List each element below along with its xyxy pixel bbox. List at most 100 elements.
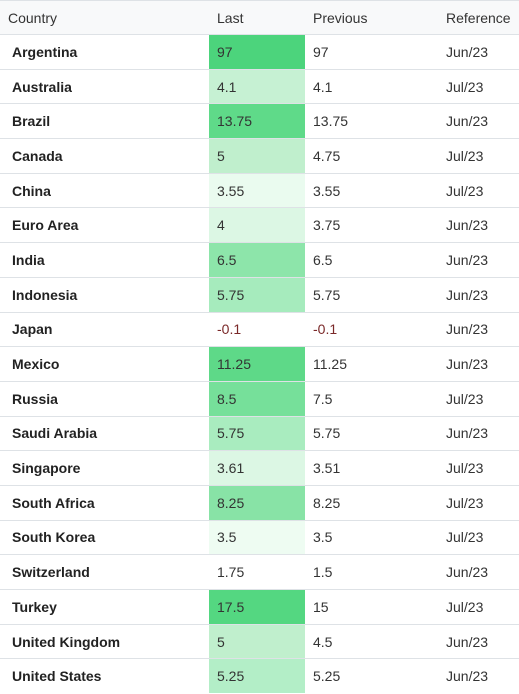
country-cell[interactable]: Canada (0, 138, 209, 174)
country-cell[interactable]: China (0, 172, 209, 208)
column-header-country[interactable]: Country (0, 0, 209, 35)
previous-value-cell: -0.1 (305, 311, 438, 347)
table-row[interactable]: Indonesia 5.75 5.75 Jun/23 (0, 276, 519, 312)
reference-cell: Jun/23 (438, 415, 519, 451)
country-cell[interactable]: United States (0, 658, 209, 694)
last-value-cell: 97 (209, 34, 305, 70)
previous-value-cell: 7.5 (305, 380, 438, 417)
reference-cell: Jun/23 (438, 311, 519, 347)
previous-value-cell: 4.1 (305, 68, 438, 104)
table-row[interactable]: India 6.5 6.5 Jun/23 (0, 242, 519, 278)
reference-cell: Jul/23 (438, 172, 519, 208)
last-value-cell: 13.75 (209, 103, 305, 139)
last-value-cell: 5.75 (209, 276, 305, 312)
last-value-cell: 5.75 (209, 415, 305, 451)
previous-value-cell: 3.51 (305, 450, 438, 486)
table-row[interactable]: China 3.55 3.55 Jul/23 (0, 172, 519, 208)
table-row[interactable]: Saudi Arabia 5.75 5.75 Jun/23 (0, 415, 519, 451)
reference-cell: Jun/23 (438, 623, 519, 659)
table-row[interactable]: Singapore 3.61 3.51 Jul/23 (0, 450, 519, 486)
previous-value-cell: 13.75 (305, 103, 438, 139)
country-cell[interactable]: Indonesia (0, 276, 209, 312)
country-cell[interactable]: Switzerland (0, 554, 209, 590)
last-value-cell: 3.55 (209, 172, 305, 208)
previous-value-cell: 8.25 (305, 484, 438, 521)
previous-value-cell: 1.5 (305, 554, 438, 590)
table-row[interactable]: Argentina 97 97 Jun/23 (0, 34, 519, 70)
reference-cell: Jul/23 (438, 380, 519, 417)
table-row[interactable]: South Korea 3.5 3.5 Jul/23 (0, 519, 519, 555)
table-body: Argentina 97 97 Jun/23 Australia 4.1 4.1 Jul/23… (0, 34, 519, 694)
column-header-last[interactable]: Last (209, 0, 305, 35)
column-header-reference[interactable]: Reference (438, 0, 519, 35)
reference-cell: Jun/23 (438, 658, 519, 694)
reference-cell: Jun/23 (438, 103, 519, 139)
last-value-cell: -0.1 (209, 311, 305, 347)
last-value-cell: 5 (209, 623, 305, 659)
previous-value-cell: 11.25 (305, 346, 438, 382)
table-header: Country Last Previous Reference (0, 0, 519, 35)
country-cell[interactable]: Turkey (0, 589, 209, 625)
table-row[interactable]: Russia 8.5 7.5 Jul/23 (0, 380, 519, 417)
reference-cell: Jul/23 (438, 484, 519, 521)
country-cell[interactable]: Australia (0, 68, 209, 104)
previous-value-cell: 15 (305, 589, 438, 625)
reference-cell: Jul/23 (438, 450, 519, 486)
last-value-cell: 4.1 (209, 68, 305, 104)
table-row[interactable]: Turkey 17.5 15 Jul/23 (0, 589, 519, 625)
last-value-cell: 5 (209, 138, 305, 174)
last-value-cell: 8.5 (209, 380, 305, 417)
country-cell[interactable]: South Korea (0, 519, 209, 555)
header-row: Country Last Previous Reference (0, 0, 519, 35)
country-cell[interactable]: Euro Area (0, 207, 209, 243)
last-value-cell: 1.75 (209, 554, 305, 590)
table-row[interactable]: Switzerland 1.75 1.5 Jun/23 (0, 554, 519, 590)
country-cell[interactable]: Brazil (0, 103, 209, 139)
last-value-cell: 8.25 (209, 484, 305, 521)
last-value-cell: 3.61 (209, 450, 305, 486)
country-cell[interactable]: South Africa (0, 484, 209, 521)
previous-value-cell: 3.5 (305, 519, 438, 555)
previous-value-cell: 3.75 (305, 207, 438, 243)
reference-cell: Jun/23 (438, 346, 519, 382)
previous-value-cell: 97 (305, 34, 438, 70)
last-value-cell: 3.5 (209, 519, 305, 555)
last-value-cell: 5.25 (209, 658, 305, 694)
table-row[interactable]: Euro Area 4 3.75 Jun/23 (0, 207, 519, 243)
table-row[interactable]: Mexico 11.25 11.25 Jun/23 (0, 346, 519, 382)
previous-value-cell: 3.55 (305, 172, 438, 208)
previous-value-cell: 4.75 (305, 138, 438, 174)
country-cell[interactable]: Japan (0, 311, 209, 347)
table-row[interactable]: Australia 4.1 4.1 Jul/23 (0, 68, 519, 104)
country-cell[interactable]: Argentina (0, 34, 209, 70)
last-value-cell: 17.5 (209, 589, 305, 625)
reference-cell: Jul/23 (438, 138, 519, 174)
reference-cell: Jun/23 (438, 34, 519, 70)
table-row[interactable]: Japan -0.1 -0.1 Jun/23 (0, 311, 519, 347)
previous-value-cell: 5.75 (305, 276, 438, 312)
reference-cell: Jul/23 (438, 68, 519, 104)
country-cell[interactable]: Mexico (0, 346, 209, 382)
country-cell[interactable]: India (0, 242, 209, 278)
column-header-previous[interactable]: Previous (305, 0, 438, 35)
previous-value-cell: 5.25 (305, 658, 438, 694)
table-row[interactable]: Brazil 13.75 13.75 Jun/23 (0, 103, 519, 139)
country-cell[interactable]: Singapore (0, 450, 209, 486)
table-row[interactable]: South Africa 8.25 8.25 Jul/23 (0, 484, 519, 521)
last-value-cell: 6.5 (209, 242, 305, 278)
previous-value-cell: 5.75 (305, 415, 438, 451)
last-value-cell: 11.25 (209, 346, 305, 382)
reference-cell: Jul/23 (438, 519, 519, 555)
previous-value-cell: 4.5 (305, 623, 438, 659)
country-cell[interactable]: Russia (0, 380, 209, 417)
table-row[interactable]: United Kingdom 5 4.5 Jun/23 (0, 623, 519, 659)
table-row[interactable]: Canada 5 4.75 Jul/23 (0, 138, 519, 174)
country-cell[interactable]: Saudi Arabia (0, 415, 209, 451)
reference-cell: Jul/23 (438, 589, 519, 625)
reference-cell: Jun/23 (438, 207, 519, 243)
reference-cell: Jun/23 (438, 554, 519, 590)
country-cell[interactable]: United Kingdom (0, 623, 209, 659)
table-row[interactable]: United States 5.25 5.25 Jun/23 (0, 658, 519, 694)
last-value-cell: 4 (209, 207, 305, 243)
